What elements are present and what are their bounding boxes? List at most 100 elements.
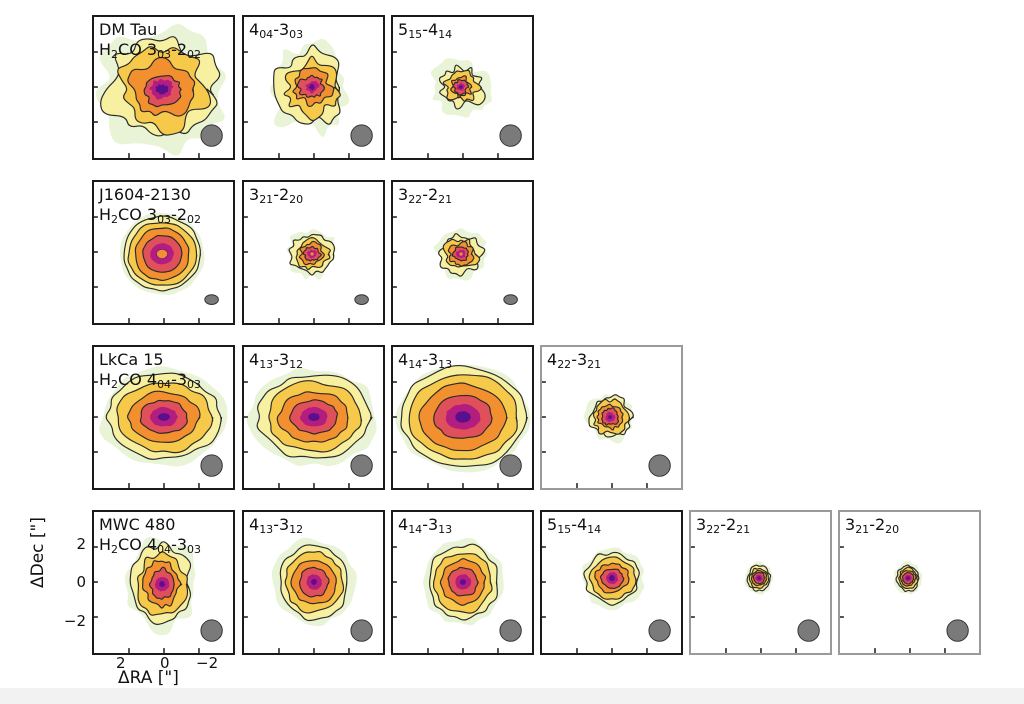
y-tick-neg2: −2 (63, 612, 86, 630)
map-panel-mwc480-414-313: 414-313 (391, 510, 534, 655)
transition-label: 321-220 (845, 515, 900, 536)
map-panel-mwc480-404-303: MWC 480 H2CO 404-303 (92, 510, 235, 655)
beam-ellipse (354, 294, 369, 305)
emission-map (542, 381, 671, 488)
contour-level-6 (157, 413, 171, 421)
page-footer-band (0, 688, 1024, 704)
map-panel-dm-tau-303-202: DM Tau H2CO 303-202 (92, 15, 235, 160)
transition-label: 422-321 (547, 350, 602, 371)
contour-level-6 (459, 579, 467, 585)
panel-label: 422-321 (547, 350, 601, 370)
panel-label: LkCa 15 H2CO 404-303 (99, 350, 201, 390)
map-panel-mwc480-321-220: 321-220 (838, 510, 981, 655)
panel-label: MWC 480 H2CO 404-303 (99, 515, 201, 555)
emission-map (94, 24, 226, 158)
emission-map (542, 546, 671, 653)
emission-map (94, 537, 223, 653)
transition-label: 414-313 (398, 515, 453, 536)
beam-ellipse (204, 294, 219, 305)
x-tick-2: 2 (116, 654, 126, 672)
beam-ellipse (350, 619, 373, 642)
beam-ellipse (499, 619, 522, 642)
contour-level-6 (308, 413, 320, 421)
panel-label: 413-312 (249, 515, 303, 535)
contour-level-6 (608, 574, 615, 582)
panel-label: 322-221 (398, 185, 452, 205)
contour-level-6 (608, 415, 613, 420)
transition-label: 322-221 (696, 515, 751, 536)
x-tick-neg2: −2 (196, 654, 219, 672)
map-panel-j1604-321-220: 321-220 (242, 180, 385, 325)
central-cavity (459, 252, 463, 256)
panel-label: J1604-2130 H2CO 303-202 (99, 185, 201, 225)
beam-ellipse (499, 454, 522, 477)
transition-label: H2CO 303-202 (99, 40, 202, 61)
panel-label: 515-414 (398, 20, 452, 40)
source-name: MWC 480 (99, 515, 176, 534)
panel-label: DM Tau H2CO 303-202 (99, 20, 201, 60)
contour-level-6 (308, 83, 315, 91)
x-axis-label: ΔRA ["] (118, 668, 179, 688)
contour-level-6 (159, 581, 166, 588)
transition-label: 413-312 (249, 515, 304, 536)
beam-ellipse (797, 619, 820, 642)
emission-map (393, 537, 522, 653)
beam-ellipse (200, 124, 223, 147)
map-panel-lkca15-422-321: 422-321 (540, 345, 683, 490)
x-tick-0: 0 (160, 654, 170, 672)
emission-map (393, 364, 531, 488)
beam-ellipse (200, 454, 223, 477)
emission-map (691, 546, 820, 653)
map-panel-lkca15-414-313: 414-313 (391, 345, 534, 490)
contour-level-6 (906, 576, 910, 580)
map-panel-lkca15-413-312: 413-312 (242, 345, 385, 490)
emission-map (840, 546, 969, 653)
y-axis-label: ΔDec ["] (28, 516, 48, 588)
beam-ellipse (350, 124, 373, 147)
emission-map (94, 212, 219, 323)
central-cavity (310, 252, 314, 256)
emission-map (244, 38, 373, 158)
transition-label: 413-312 (249, 350, 304, 371)
panel-label: 321-220 (845, 515, 899, 535)
map-panel-j1604-303-202: J1604-2130 H2CO 303-202 (92, 180, 235, 325)
beam-ellipse (503, 294, 518, 305)
panel-label: 414-313 (398, 515, 452, 535)
panel-label: 404-303 (249, 20, 303, 40)
panel-label: 322-221 (696, 515, 750, 535)
contour-level-6 (757, 576, 761, 581)
transition-label: 515-414 (398, 20, 453, 41)
contour-level-6 (458, 85, 464, 90)
panel-label: 515-414 (547, 515, 601, 535)
emission-map (393, 216, 518, 323)
beam-ellipse (648, 619, 671, 642)
transition-label: 515-414 (547, 515, 602, 536)
contour-level-6 (155, 84, 169, 95)
source-name: LkCa 15 (99, 350, 164, 369)
panel-label: 414-313 (398, 350, 452, 370)
transition-label: H2CO 404-303 (99, 370, 202, 391)
y-tick-0: 0 (76, 573, 86, 591)
emission-map (94, 366, 228, 488)
beam-ellipse (499, 124, 522, 147)
beam-ellipse (350, 454, 373, 477)
map-panel-j1604-322-221: 322-221 (391, 180, 534, 325)
beam-ellipse (200, 619, 223, 642)
source-name: J1604-2130 (99, 185, 191, 204)
map-panel-dm-tau-515-414: 515-414 (391, 15, 534, 160)
transition-label: 414-313 (398, 350, 453, 371)
transition-label: H2CO 404-303 (99, 535, 202, 556)
emission-map (244, 216, 369, 323)
emission-map (393, 51, 522, 158)
panel-label: 413-312 (249, 350, 303, 370)
map-panel-mwc480-322-221: 322-221 (689, 510, 832, 655)
map-panel-mwc480-413-312: 413-312 (242, 510, 385, 655)
transition-label: 404-303 (249, 20, 304, 41)
contour-level-6 (310, 578, 317, 586)
map-panel-lkca15-404-303: LkCa 15 H2CO 404-303 (92, 345, 235, 490)
central-cavity (156, 249, 168, 259)
transition-label: 321-220 (249, 185, 304, 206)
y-tick-2: 2 (76, 535, 86, 553)
transition-label: 322-221 (398, 185, 453, 206)
panel-label: 321-220 (249, 185, 303, 205)
